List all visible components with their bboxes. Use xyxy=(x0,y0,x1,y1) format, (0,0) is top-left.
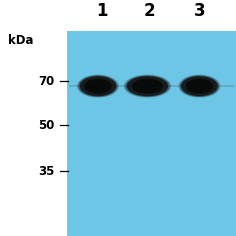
Ellipse shape xyxy=(124,75,171,98)
Text: 3: 3 xyxy=(194,2,205,20)
Ellipse shape xyxy=(80,76,116,96)
Ellipse shape xyxy=(178,75,220,98)
Text: 70: 70 xyxy=(38,75,54,88)
Ellipse shape xyxy=(186,79,213,94)
Text: kDa: kDa xyxy=(8,34,34,47)
Text: 1: 1 xyxy=(96,2,107,20)
Ellipse shape xyxy=(77,75,119,98)
Ellipse shape xyxy=(84,79,112,94)
Ellipse shape xyxy=(125,75,170,97)
Ellipse shape xyxy=(78,75,118,97)
Bar xyxy=(67,31,236,236)
Ellipse shape xyxy=(180,75,219,97)
Text: 35: 35 xyxy=(38,164,54,178)
Text: 2: 2 xyxy=(144,2,156,20)
Ellipse shape xyxy=(127,76,168,96)
Ellipse shape xyxy=(181,76,218,96)
Ellipse shape xyxy=(132,79,163,94)
Text: 50: 50 xyxy=(38,118,54,132)
